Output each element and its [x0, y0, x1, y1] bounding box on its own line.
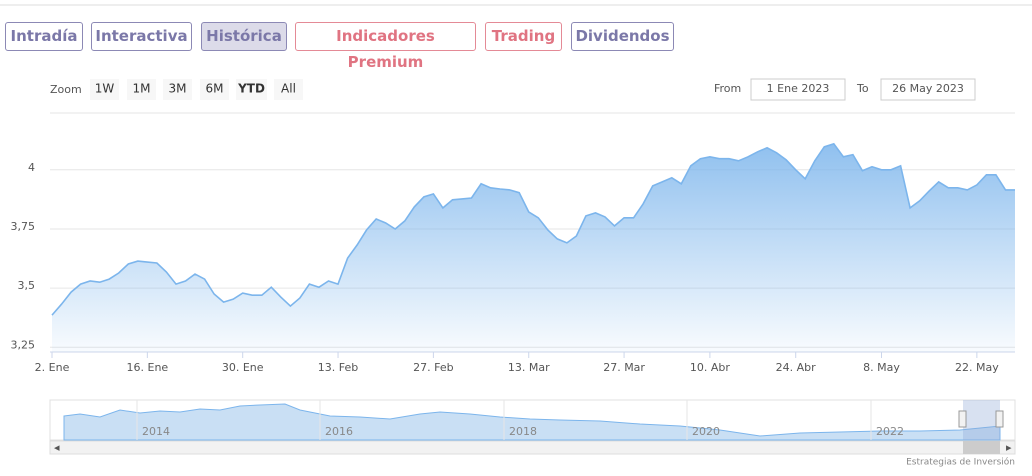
- tab[interactable]: Indicadores Premium: [295, 22, 476, 71]
- zoom-button[interactable]: [163, 79, 192, 100]
- x-tick-label: 27. Feb: [413, 361, 453, 374]
- zoom-button[interactable]: [127, 79, 156, 100]
- x-tick-label: 2. Ene: [35, 361, 70, 374]
- scroll-right[interactable]: ▸: [1006, 441, 1012, 454]
- x-tick-label: 22. May: [955, 361, 999, 374]
- zoom-button-label: YTD: [237, 82, 265, 96]
- navigator-label: 2014: [142, 425, 170, 438]
- zoom-button-label: 1M: [133, 82, 151, 96]
- navigator-label: 2020: [692, 425, 720, 438]
- navigator-series: [63, 403, 1001, 441]
- to-input[interactable]: [880, 78, 976, 101]
- zoom-button-label: 1W: [95, 82, 115, 96]
- scrollbar[interactable]: [49, 440, 1016, 455]
- x-tick-label: 13. Mar: [508, 361, 550, 374]
- zoom-label: Zoom: [50, 83, 82, 96]
- y-tick-label: 3,75: [11, 220, 36, 233]
- scroll-left[interactable]: ◂: [54, 441, 60, 454]
- zoom-button-label: All: [281, 82, 296, 96]
- scrollbar-thumb[interactable]: [963, 441, 1000, 454]
- x-tick-label: 30. Ene: [222, 361, 264, 374]
- navigator-label: 2022: [876, 425, 904, 438]
- y-tick-label: 3,25: [11, 338, 36, 351]
- tab[interactable]: Histórica: [201, 22, 287, 51]
- navigator-label: 2018: [509, 425, 537, 438]
- to-value: 26 May 2023: [892, 82, 964, 95]
- zoom-button[interactable]: [274, 79, 303, 100]
- y-tick-label: 4: [28, 161, 35, 174]
- from-label: From: [714, 82, 741, 95]
- x-tick-label: 13. Feb: [318, 361, 358, 374]
- y-tick-label: 3,5: [18, 279, 36, 292]
- area: [52, 143, 1015, 352]
- to-label: To: [856, 82, 869, 95]
- zoom-button[interactable]: [200, 79, 229, 100]
- navigator-handle[interactable]: [995, 410, 1004, 428]
- navigator-selection[interactable]: [963, 400, 1000, 440]
- x-tick-label: 24. Abr: [776, 361, 816, 374]
- tab[interactable]: Trading: [485, 22, 562, 51]
- zoom-button[interactable]: [236, 79, 267, 100]
- credit: Estrategias de Inversión: [906, 457, 1015, 468]
- x-tick-label: 16. Ene: [127, 361, 169, 374]
- tab[interactable]: Interactiva: [91, 22, 192, 51]
- navigator-label: 2016: [325, 425, 353, 438]
- zoom-button-label: 3M: [169, 82, 187, 96]
- from-value: 1 Ene 2023: [767, 82, 830, 95]
- zoom-button-label: 6M: [206, 82, 224, 96]
- x-tick-label: 8. May: [863, 361, 900, 374]
- x-tick-label: 10. Abr: [690, 361, 730, 374]
- tab[interactable]: Intradía: [5, 22, 83, 51]
- zoom-button[interactable]: [90, 79, 119, 100]
- tab[interactable]: Dividendos: [571, 22, 674, 51]
- x-tick-label: 27. Mar: [603, 361, 645, 374]
- from-input[interactable]: [750, 78, 846, 101]
- navigator-handle[interactable]: [958, 410, 967, 428]
- line: [51, 142, 1015, 316]
